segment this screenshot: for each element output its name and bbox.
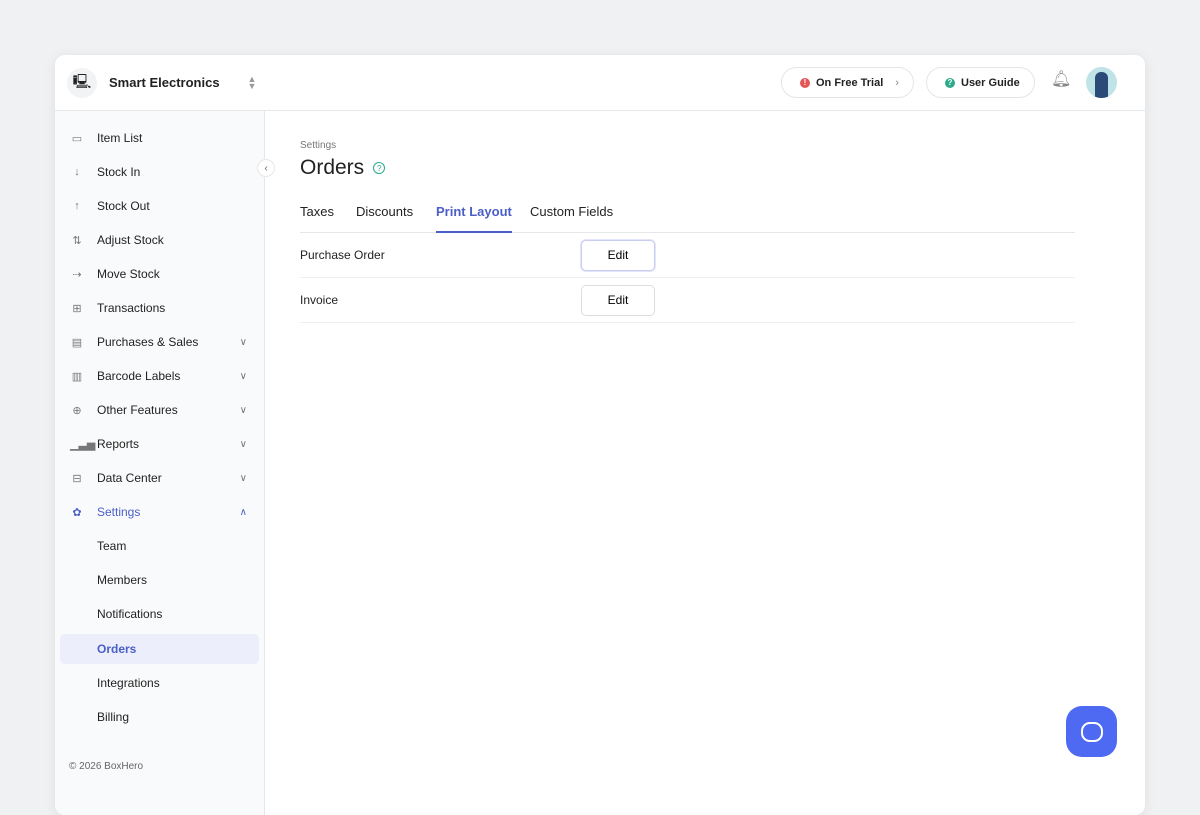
- sidebar-item-adjust-stock[interactable]: ⇅ Adjust Stock: [60, 225, 259, 255]
- chevron-down-icon: ∨: [239, 472, 247, 484]
- page-title: Orders: [300, 156, 365, 179]
- chevron-right-icon: ›: [895, 76, 899, 89]
- item-label: Orders: [97, 642, 137, 656]
- table-row: Invoice Edit: [300, 278, 1075, 323]
- sidebar-subitem-team[interactable]: Team: [60, 531, 259, 561]
- sidebar-item-data-center[interactable]: ⊟ Data Center ∨: [60, 463, 259, 493]
- chat-support-button[interactable]: [1066, 706, 1117, 757]
- sidebar-item-settings[interactable]: ✿ Settings ∧: [60, 497, 259, 527]
- plus-circle-icon: ⊕: [72, 404, 82, 417]
- tab-bar: Taxes Discounts Print Layout Custom Fiel…: [300, 199, 1075, 233]
- table-row: Purchase Order Edit: [300, 233, 1075, 278]
- user-guide-label: User Guide: [961, 76, 1020, 89]
- sidebar-item-barcode-labels[interactable]: ▥ Barcode Labels ∨: [60, 361, 259, 391]
- bell-icon[interactable]: 🔔︎: [1051, 71, 1072, 88]
- chevron-down-icon: ∨: [239, 370, 247, 382]
- up-down-arrows-icon: ⇅: [72, 234, 82, 247]
- app-window: 🖳 Smart Electronics ▲ ▼ ! On Free Trial ›…: [55, 55, 1145, 815]
- sidebar-item-transactions[interactable]: ⊞ Transactions: [60, 293, 259, 323]
- database-icon: ⊟: [72, 472, 82, 485]
- item-label: Members: [97, 573, 148, 587]
- sidebar-item-item-list[interactable]: ▭ Item List: [60, 123, 259, 153]
- gear-icon: ✿: [72, 506, 82, 519]
- item-label: Adjust Stock: [97, 233, 164, 247]
- item-label: Team: [97, 539, 127, 553]
- item-label: Settings: [97, 505, 141, 519]
- tab-custom-fields[interactable]: Custom Fields: [530, 204, 614, 219]
- edit-invoice-button[interactable]: Edit: [581, 284, 655, 316]
- sidebar: ▭ Item List ↓ Stock In ↑ Stock Out ⇅ Adjust …: [55, 111, 265, 815]
- help-icon: ?: [945, 77, 955, 88]
- sidebar-item-stock-out[interactable]: ↑ Stock Out: [60, 191, 259, 221]
- item-label: Other Features: [97, 403, 178, 417]
- collapse-sidebar-button[interactable]: ‹: [257, 159, 275, 177]
- sidebar-item-other-features[interactable]: ⊕ Other Features ∨: [60, 395, 259, 425]
- row-label: Invoice: [300, 293, 339, 307]
- sidebar-subitem-members[interactable]: Members: [60, 565, 259, 595]
- barcode-icon: ▥: [71, 370, 83, 383]
- chevron-up-icon: ∧: [239, 506, 247, 518]
- arrow-down-icon: ↓: [74, 166, 80, 178]
- tab-taxes[interactable]: Taxes: [300, 204, 334, 219]
- switch-org-icon[interactable]: ▲ ▼: [247, 73, 257, 91]
- sidebar-subitem-orders[interactable]: Orders: [60, 634, 259, 664]
- item-label: Data Center: [97, 471, 162, 485]
- copyright: © 2026 BoxHero: [69, 761, 144, 772]
- edit-purchase-order-button[interactable]: Edit: [581, 239, 655, 271]
- sidebar-item-move-stock[interactable]: ⇢ Move Stock: [60, 259, 259, 289]
- page-title-wrap: Orders?: [300, 156, 386, 180]
- item-label: Move Stock: [97, 267, 160, 281]
- document-icon: ▤: [71, 336, 83, 349]
- sidebar-subitem-billing[interactable]: Billing: [60, 702, 259, 732]
- header: 🖳 Smart Electronics ▲ ▼ ! On Free Trial ›…: [55, 55, 1145, 111]
- sidebar-subitem-integrations[interactable]: Integrations: [60, 668, 259, 698]
- sidebar-item-stock-in[interactable]: ↓ Stock In: [60, 157, 259, 187]
- item-label: Stock In: [97, 165, 141, 179]
- free-trial-button[interactable]: ! On Free Trial ›: [781, 67, 914, 98]
- sidebar-item-purchases-sales[interactable]: ▤ Purchases & Sales ∨: [60, 327, 259, 357]
- chevron-down-icon: ∨: [239, 438, 247, 450]
- help-icon[interactable]: ?: [373, 162, 386, 174]
- chat-bubble-icon: [1080, 721, 1103, 742]
- user-guide-button[interactable]: ? User Guide: [926, 67, 1035, 98]
- item-label: Item List: [97, 131, 143, 145]
- tab-discounts[interactable]: Discounts: [356, 204, 414, 219]
- sidebar-item-reports[interactable]: ▁▃▅ Reports ∨: [60, 429, 259, 459]
- chevron-down-icon: ∨: [239, 336, 247, 348]
- item-label: Stock Out: [97, 199, 150, 213]
- breadcrumb[interactable]: Settings: [300, 140, 337, 151]
- chevron-down-icon: ∨: [239, 404, 247, 416]
- box-icon: ▭: [71, 132, 83, 145]
- item-label: Integrations: [97, 676, 160, 690]
- item-label: Barcode Labels: [97, 369, 181, 383]
- item-label: Notifications: [97, 607, 163, 621]
- bar-chart-icon: ▁▃▅: [70, 438, 96, 451]
- alert-icon: !: [800, 77, 810, 88]
- avatar[interactable]: [1086, 67, 1117, 98]
- item-label: Transactions: [97, 301, 166, 315]
- free-trial-label: On Free Trial: [816, 76, 884, 89]
- item-label: Reports: [97, 437, 140, 451]
- transactions-icon: ⊞: [72, 302, 82, 315]
- tab-print-layout[interactable]: Print Layout: [436, 204, 512, 233]
- arrow-right-icon: ⇢: [72, 268, 82, 281]
- devices-icon: 🖳: [67, 67, 97, 98]
- item-label: Purchases & Sales: [97, 335, 199, 349]
- arrow-up-icon: ↑: [74, 200, 80, 212]
- item-label: Billing: [97, 710, 130, 724]
- row-label: Purchase Order: [300, 248, 385, 262]
- sidebar-subitem-notifications[interactable]: Notifications: [60, 599, 259, 629]
- org-name[interactable]: Smart Electronics: [109, 75, 220, 90]
